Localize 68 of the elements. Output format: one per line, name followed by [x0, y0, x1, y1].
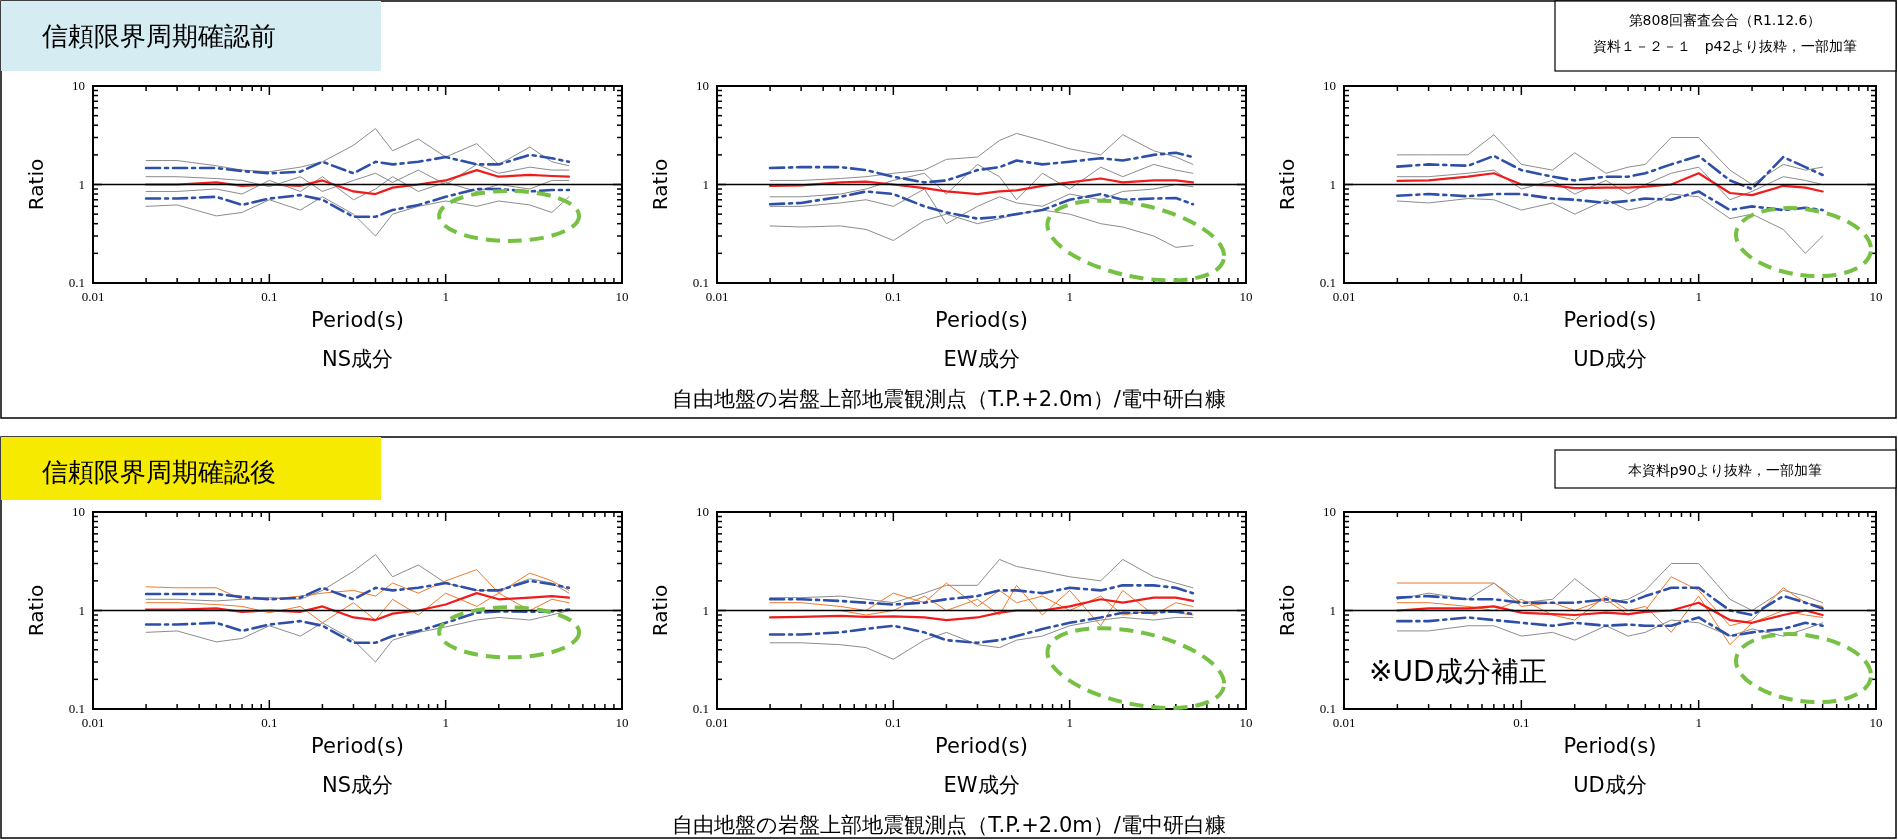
x-axis-title: Period(s) — [311, 734, 404, 758]
y-tick-label: 0.1 — [1319, 275, 1336, 290]
y-tick-label: 10 — [696, 504, 709, 519]
chart-title: 信頼限界周期確認後 — [42, 457, 276, 487]
y-tick-label: 1 — [1329, 602, 1336, 618]
x-tick-label: 1 — [442, 715, 449, 730]
text: NS成分 — [321, 347, 394, 371]
x-tick-label: 0.1 — [261, 715, 278, 730]
x-tick-label: 0.01 — [1332, 289, 1356, 304]
text: 自由地盤の岩盤上部地震観測点（T.P.+2.0m）/電中研白糠 — [672, 813, 1226, 837]
text: EW成分 — [943, 347, 1020, 371]
y-tick-label: 1 — [1329, 176, 1336, 192]
x-axis-title: Period(s) — [935, 308, 1028, 332]
text: UD成分 — [1573, 773, 1647, 797]
y-tick-label: 1 — [702, 176, 709, 192]
text: 第808回審査会合（R1.12.6） — [1628, 12, 1822, 28]
x-axis-title: Period(s) — [311, 308, 404, 332]
x-tick-label: 0.1 — [1513, 289, 1530, 304]
text: 自由地盤の岩盤上部地震観測点（T.P.+2.0m）/電中研白糠 — [672, 387, 1226, 411]
y-tick-label: 10 — [696, 78, 709, 93]
text: EW成分 — [943, 773, 1020, 797]
x-tick-label: 0.1 — [261, 289, 278, 304]
y-tick-label: 10 — [72, 78, 85, 93]
x-axis-title: Period(s) — [1563, 308, 1657, 332]
y-axis-title: Ratio — [24, 584, 48, 637]
y-tick-label: 0.1 — [692, 275, 709, 290]
x-tick-label: 1 — [1066, 715, 1073, 730]
text: UD成分 — [1573, 347, 1647, 371]
y-tick-label: 10 — [72, 504, 85, 519]
y-tick-label: 0.1 — [1319, 701, 1336, 716]
annotation: ※UD成分補正 — [1369, 655, 1547, 688]
x-tick-label: 10 — [615, 289, 629, 304]
x-tick-label: 1 — [1695, 715, 1702, 730]
y-tick-label: 1 — [78, 602, 85, 618]
x-tick-label: 1 — [1695, 289, 1702, 304]
text: NS成分 — [321, 773, 394, 797]
y-tick-label: 1 — [78, 176, 85, 192]
x-tick-label: 0.01 — [705, 715, 729, 730]
y-tick-label: 0.1 — [68, 275, 85, 290]
chart-title: 信頼限界周期確認前 — [42, 21, 276, 51]
x-tick-label: 1 — [442, 289, 449, 304]
text: 資料１－２－１ p42より抜粋，一部加筆 — [1592, 38, 1858, 54]
y-axis-title: Ratio — [24, 158, 48, 211]
x-tick-label: 0.01 — [1332, 715, 1356, 730]
text: 本資料p90より抜粋，一部加筆 — [1627, 462, 1823, 478]
y-tick-label: 10 — [1323, 504, 1336, 519]
x-tick-label: 10 — [1869, 289, 1883, 304]
y-tick-label: 0.1 — [68, 701, 85, 716]
x-tick-label: 0.01 — [705, 289, 729, 304]
x-tick-label: 10 — [1239, 715, 1253, 730]
y-tick-label: 0.1 — [692, 701, 709, 716]
x-tick-label: 0.1 — [1513, 715, 1530, 730]
y-axis-title: Ratio — [1275, 584, 1299, 637]
y-tick-label: 10 — [1323, 78, 1336, 93]
y-axis-title: Ratio — [648, 158, 672, 211]
y-axis-title: Ratio — [648, 584, 672, 637]
x-axis-title: Period(s) — [935, 734, 1028, 758]
x-tick-label: 10 — [1239, 289, 1253, 304]
x-tick-label: 0.1 — [885, 289, 902, 304]
x-tick-label: 1 — [1066, 289, 1073, 304]
x-axis-title: Period(s) — [1563, 734, 1657, 758]
y-tick-label: 1 — [702, 602, 709, 618]
x-tick-label: 10 — [1869, 715, 1883, 730]
x-tick-label: 0.01 — [81, 715, 105, 730]
y-axis-title: Ratio — [1275, 158, 1299, 211]
x-tick-label: 10 — [615, 715, 629, 730]
x-tick-label: 0.01 — [81, 289, 105, 304]
x-tick-label: 0.1 — [885, 715, 902, 730]
